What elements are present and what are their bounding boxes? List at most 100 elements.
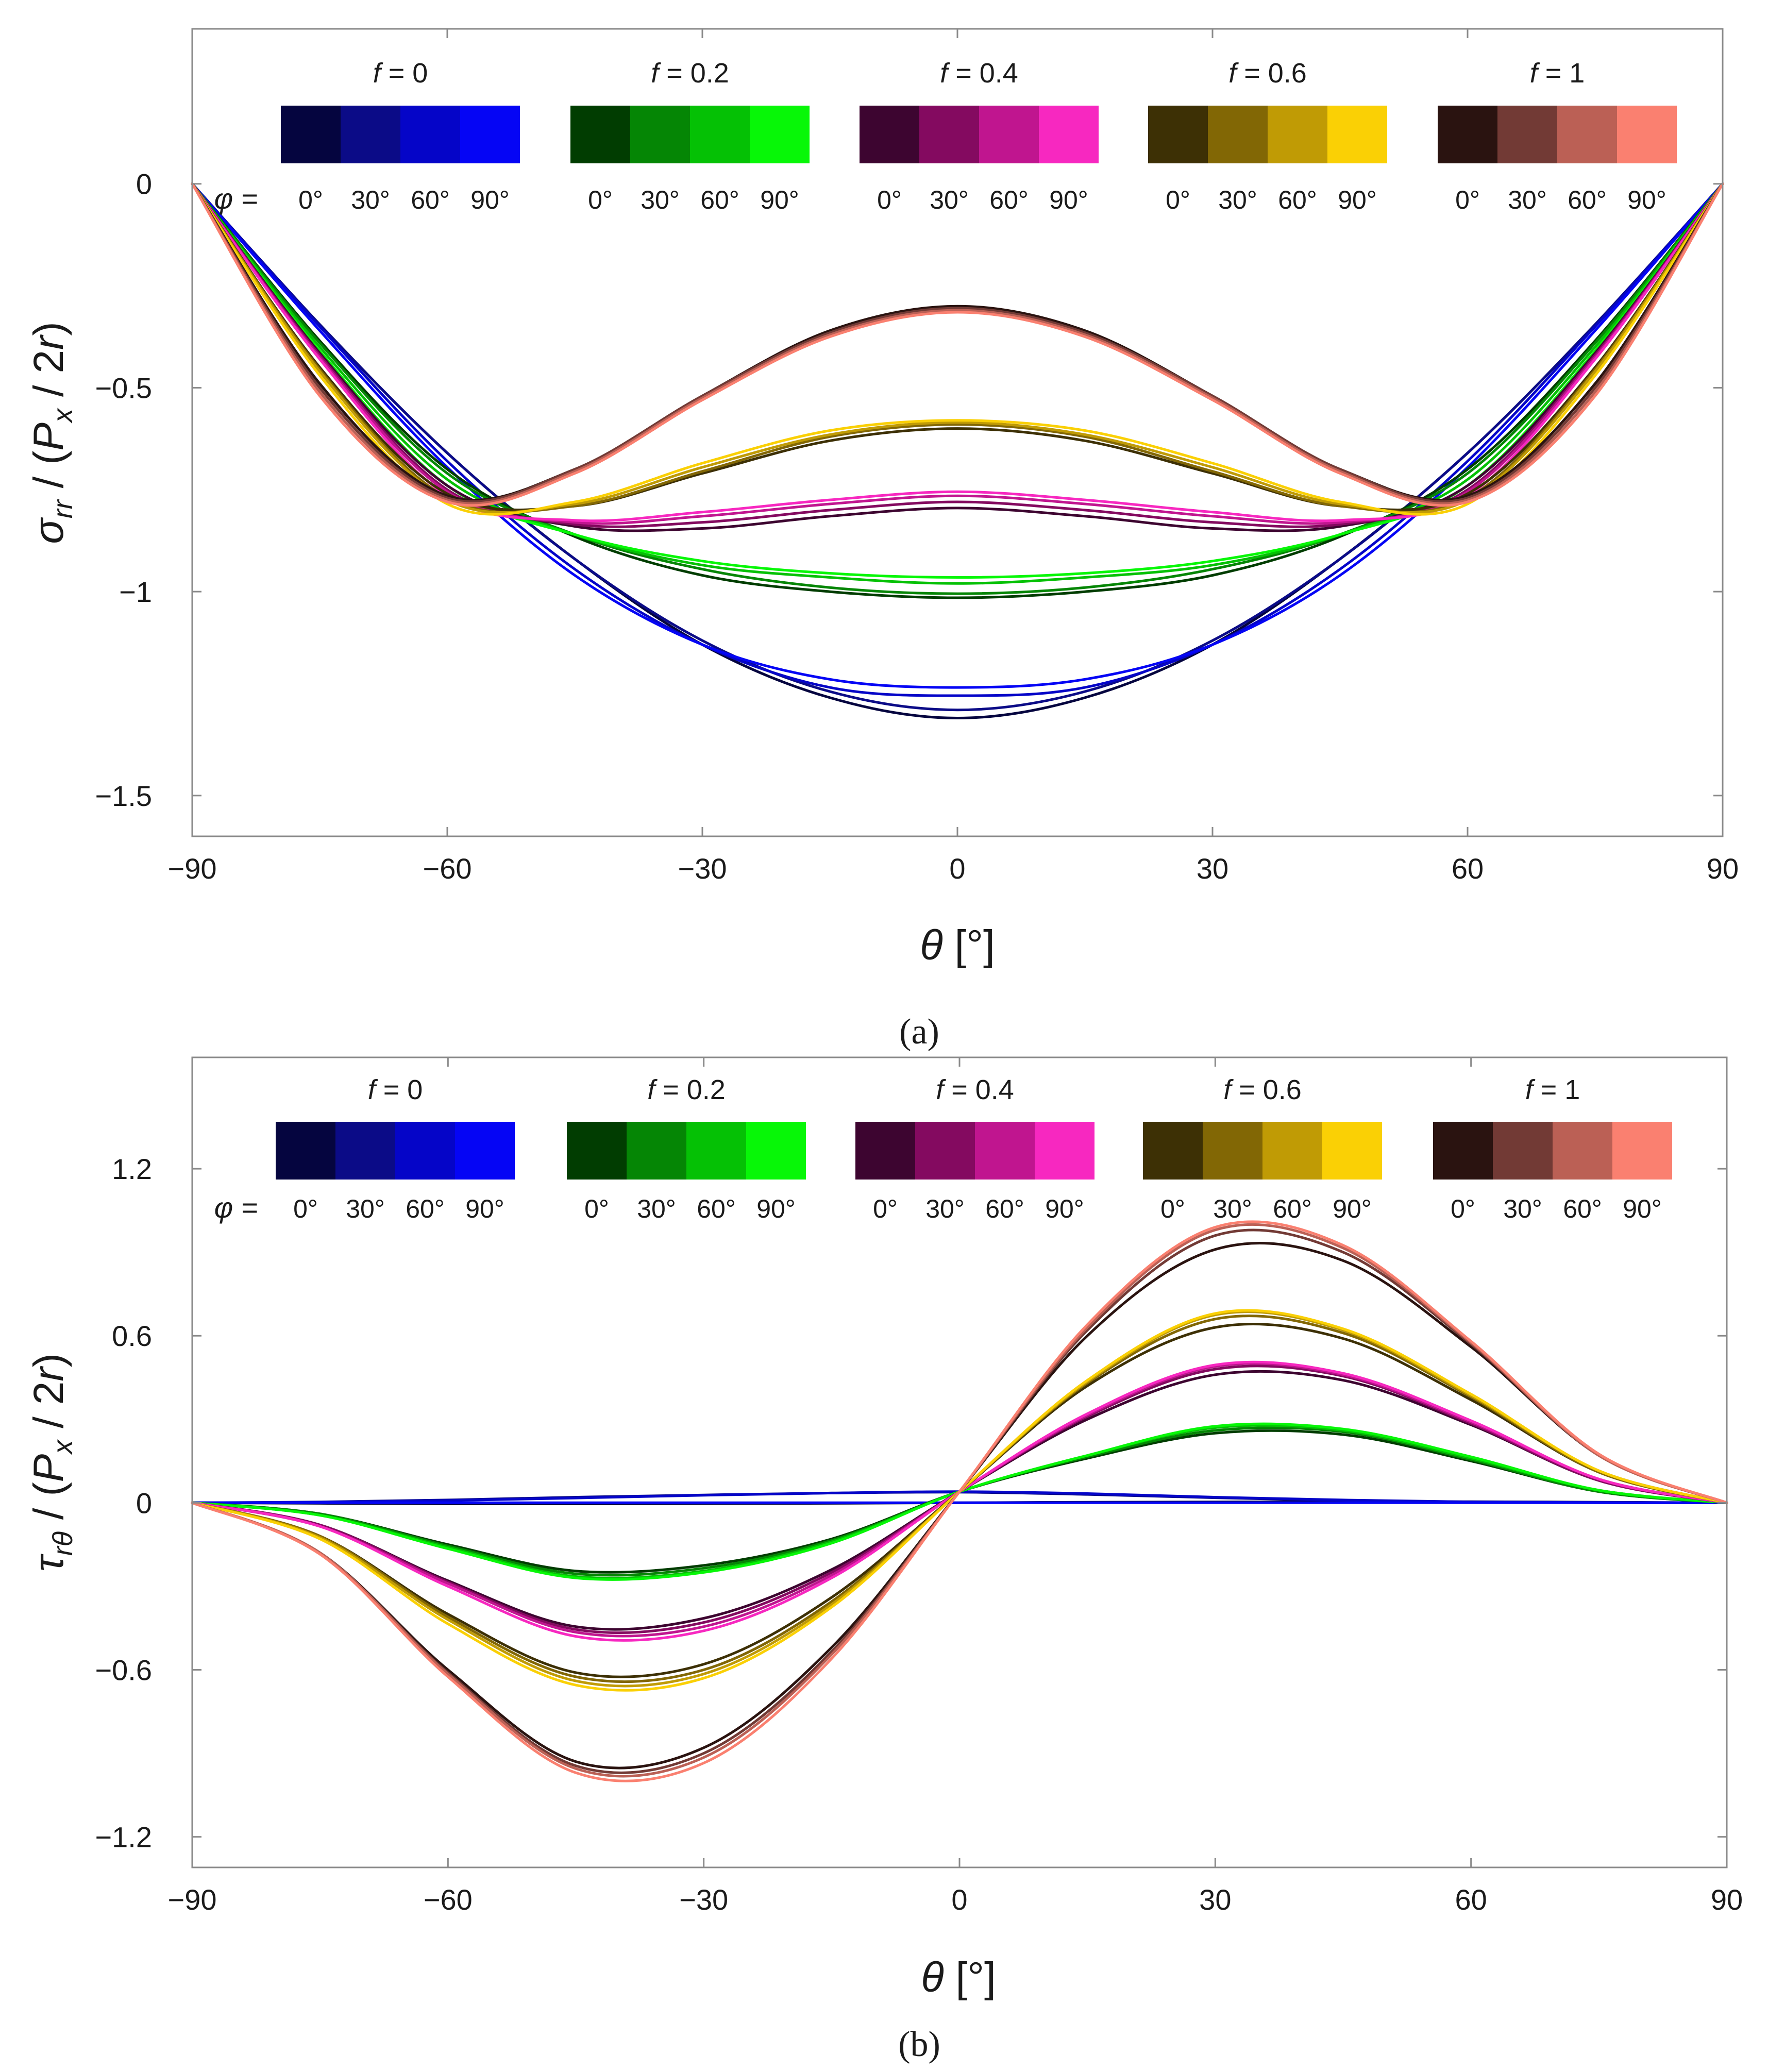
panel-b-legend-phi-prefix: φ = (214, 1191, 258, 1224)
panel-a-series-line-9 (191, 182, 1724, 532)
panel-a-legend-phi-label: 0° (298, 186, 323, 214)
panel-b-legend-swatch (1493, 1122, 1553, 1180)
panel-a-legend-group-label: f = 0 (373, 58, 428, 89)
panel-a-legend-swatch (690, 106, 750, 163)
panel-a-y-tick-label: −1.5 (95, 780, 152, 812)
panel-b-legend-swatch (1322, 1122, 1382, 1180)
panel-b-x-tick-label: −30 (679, 1883, 728, 1916)
panel-a-legend-swatch (460, 106, 520, 163)
panel-a-series-line-11 (191, 182, 1724, 525)
panel-b-legend-group-label: f = 0 (368, 1074, 423, 1105)
panel-b-tag: (b) (898, 2025, 940, 2064)
panel-b-legend-swatch (1553, 1122, 1612, 1180)
panel-b-y-tick-label: −0.6 (95, 1654, 152, 1686)
panel-b-y-tick-label: 1.2 (112, 1153, 152, 1185)
panel-a-chart: −90 −60 −30 0 30 60 90 0 −0.5 −1 −1.5 φ = f = 0 0° 30… (25, 28, 1739, 1052)
panel-b-legend-phi-label: 90° (1045, 1194, 1084, 1223)
panel-b-legend-swatch (1433, 1122, 1493, 1180)
panel-a-legend-phi-label: 0° (588, 186, 613, 214)
panel-b-y-axis-label: τrθ / (Px / 2r) (25, 1353, 78, 1572)
panel-a-y-tick-label: −1 (119, 576, 152, 608)
panel-a-y-tick-label: 0 (136, 168, 152, 200)
panel-a-series-line-7 (191, 182, 1724, 585)
panel-b-legend-swatch (686, 1122, 746, 1180)
panel-a-y-axis-label: σrr / (Px / 2r) (25, 322, 78, 544)
panel-a-legend-phi-label: 60° (989, 186, 1029, 214)
panel-a-series-line-14 (191, 182, 1724, 514)
panel-a-series-line-10 (191, 182, 1724, 528)
panel-a-legend-swatch (1039, 106, 1099, 163)
panel-a-series-line-2 (191, 182, 1724, 712)
panel-a-legend-phi-label: 60° (411, 186, 450, 214)
panel-a-series-line-20 (191, 182, 1724, 507)
panel-a-legend-swatch (1148, 106, 1208, 163)
panel-b-legend-phi-label: 30° (637, 1194, 676, 1223)
panel-b-y-tick-label: 0.6 (112, 1320, 152, 1352)
panel-a-legend-group-label: f = 1 (1530, 58, 1585, 89)
panel-b-legend-swatch (746, 1122, 806, 1180)
panel-b-legend-phi-label: 90° (1623, 1194, 1662, 1223)
panel-a-legend-group-label: f = 0.2 (651, 58, 729, 89)
panel-b-legend-phi-label: 60° (1563, 1194, 1602, 1223)
panel-a-legend-swatch (979, 106, 1039, 163)
panel-a-legend-phi-label: 90° (760, 186, 799, 214)
panel-b-y-tick-label: −1.2 (95, 1821, 152, 1854)
panel-b-legend-phi-label: 90° (756, 1194, 796, 1223)
panel-a-legend-phi-prefix: φ = (214, 182, 258, 215)
panel-b-legend-phi-label: 30° (925, 1194, 965, 1223)
panel-a-legend-phi-label: 0° (877, 186, 902, 214)
panel-a-series-line-4 (191, 182, 1724, 689)
panel-a-legend-phi-label: 30° (930, 186, 969, 214)
panel-b-legend-phi-label: 0° (1451, 1194, 1475, 1223)
panel-a-legend-swatch (860, 106, 919, 163)
panel-b-legend-swatch (455, 1122, 515, 1180)
panel-a-legend-swatch (1438, 106, 1497, 163)
panel-a-series-line-5 (191, 182, 1724, 599)
panel-a-curves (191, 182, 1724, 719)
panel-a-legend-swatch (630, 106, 690, 163)
panel-a-series-line-19 (191, 182, 1724, 505)
panel-a-legend-swatch (1208, 106, 1268, 163)
panel-b-legend-swatch (567, 1122, 627, 1180)
panel-b-legend-swatch (1612, 1122, 1672, 1180)
panel-a-series-line-18 (191, 182, 1724, 503)
panel-a-legend-phi-label: 30° (641, 186, 680, 214)
panel-a-legend-phi-label: 30° (1508, 186, 1547, 214)
panel-b-chart: −90 −60 −30 0 30 60 90 1.2 0.6 0 −0.6 −1.2 φ = f = 0… (25, 1056, 1743, 2064)
panel-b-series-line-14 (191, 1315, 1728, 1683)
panel-b-legend-phi-label: 60° (985, 1194, 1024, 1223)
panel-b-legend-group-label: f = 0.2 (647, 1074, 726, 1105)
panel-b-x-tick-label: −60 (424, 1883, 473, 1916)
panel-a-legend-swatch (281, 106, 341, 163)
panel-b-legend-swatch (335, 1122, 395, 1180)
panel-b-legend-phi-label: 30° (1503, 1194, 1542, 1223)
panel-a-x-tick-label: 30 (1197, 852, 1228, 885)
panel-a-series-line-13 (191, 182, 1724, 512)
panel-a-x-tick-label: −90 (168, 852, 217, 885)
panel-b-y-tick-label: 0 (136, 1487, 152, 1519)
panel-a-legend-swatch (400, 106, 460, 163)
panel-b-x-tick-label: −90 (168, 1883, 217, 1916)
panel-a-legend-phi-label: 90° (1049, 186, 1088, 214)
panel-b-legend-phi-label: 90° (1333, 1194, 1372, 1223)
panel-b-legend-phi-label: 90° (465, 1194, 504, 1223)
panel-b-legend-phi-label: 60° (406, 1194, 445, 1223)
panel-b-ticks: −90 −60 −30 0 30 60 90 1.2 0.6 0 −0.6 −1.2 (95, 1057, 1743, 1916)
panel-a-series-line-6 (191, 182, 1724, 595)
panel-a-x-axis-label: θ [°] (920, 922, 995, 969)
panel-b-legend-swatch (1203, 1122, 1262, 1180)
panel-b-legend-swatch (1262, 1122, 1322, 1180)
panel-b-legend-swatch (627, 1122, 686, 1180)
panel-a-tag: (a) (899, 1012, 939, 1052)
panel-a-legend-swatch (1268, 106, 1327, 163)
panel-a-legend-phi-label: 30° (1218, 186, 1257, 214)
panel-a-legend-swatch (341, 106, 400, 163)
panel-a-legend-phi-label: 30° (351, 186, 390, 214)
panel-a-legend-swatch (1617, 106, 1677, 163)
panel-a-legend-swatch (1497, 106, 1557, 163)
panel-b-series-line-20 (191, 1220, 1728, 1782)
panel-a-legend-swatch (1327, 106, 1387, 163)
panel-b-legend-swatch (1035, 1122, 1095, 1180)
panel-a-x-tick-label: 0 (949, 852, 965, 885)
